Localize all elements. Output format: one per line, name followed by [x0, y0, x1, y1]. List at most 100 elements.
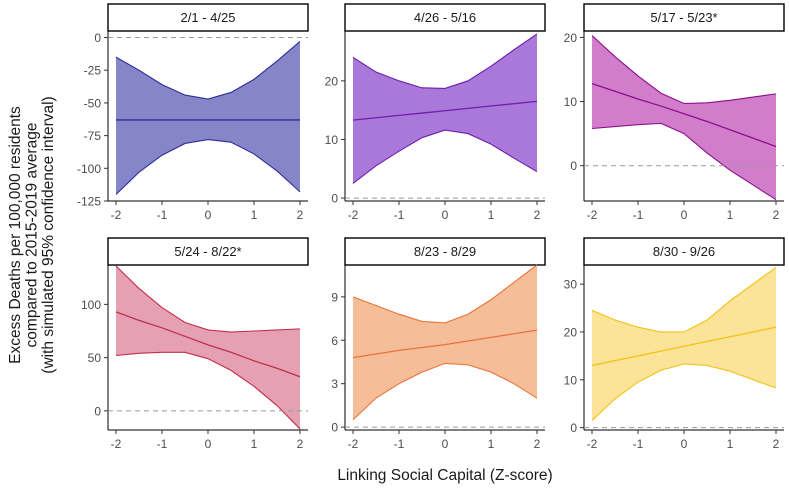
y-tick-label: -100 [77, 162, 101, 176]
estimate-line [591, 82, 777, 148]
y-tick-label: 10 [564, 95, 578, 109]
panel-5: 8/23 - 8/29 0 3 6 9 -2 -1 0 1 2 [331, 237, 546, 451]
x-tick-label: 1 [727, 208, 734, 222]
y-tick-label: 10 [564, 373, 578, 387]
x-tick-label: 2 [773, 437, 780, 451]
x-tick-label: -1 [157, 437, 168, 451]
panel-title: 5/24 - 8/22* [174, 244, 241, 259]
panels: 2/1 - 4/25-125-100-75-50-250-2 -1 0 1 24/26 … [77, 3, 785, 451]
x-tick-label: -2 [111, 208, 122, 222]
estimate-line [352, 100, 538, 121]
y-tick-label: -25 [84, 64, 102, 78]
upper-bound-line [115, 265, 301, 333]
panel-title: 4/26 - 5/16 [414, 10, 476, 25]
y-tick-label: -125 [77, 195, 101, 209]
confidence-band [353, 265, 537, 420]
upper-bound-line [352, 264, 538, 324]
lower-bound-line [591, 363, 777, 421]
y-axis-title-line-3: (with simulated 95% confidence interval) [40, 96, 57, 373]
confidence-band [592, 267, 776, 421]
x-tick-label: 2 [534, 208, 541, 222]
upper-bound-line [591, 35, 777, 105]
x-tick-label: 1 [251, 208, 258, 222]
x-tick-label: -2 [111, 437, 122, 451]
x-tick-label: -2 [587, 208, 598, 222]
x-tick-label: -2 [587, 437, 598, 451]
panel-title: 5/17 - 5/23* [650, 10, 717, 25]
lower-bound-line [115, 351, 301, 430]
lower-bound-line [352, 129, 538, 184]
y-tick-label: 50 [88, 351, 102, 365]
x-tick-label: 2 [297, 437, 304, 451]
x-tick-label: 1 [488, 437, 495, 451]
panel-3: 5/17 - 5/23* 0 10 20 -2 -1 0 1 2 [564, 3, 785, 222]
x-tick-label: 2 [773, 208, 780, 222]
upper-bound-line [352, 33, 538, 90]
panel-4: 5/24 - 8/22* 0 50 100 -2 -1 0 1 2 [81, 237, 309, 451]
panel-1: 2/1 - 4/25 -125 -100 -75 -50 -25 0 -2 -1 0 1 2 [77, 3, 309, 222]
panel-6: 8/30 - 9/26 0 10 20 30 -2 -1 0 1 2 [564, 237, 785, 451]
y-tick-label: 0 [94, 31, 101, 45]
x-tick-label: -1 [394, 437, 405, 451]
y-tick-label: 30 [564, 278, 578, 292]
x-tick-label: 2 [297, 208, 304, 222]
x-tick-label: -1 [633, 208, 644, 222]
x-axis-title: Linking Social Capital (Z-score) [337, 467, 552, 484]
x-tick-label: 0 [205, 437, 212, 451]
estimate-line [115, 311, 301, 378]
y-tick-label: 6 [331, 334, 338, 348]
x-tick-label: 1 [251, 437, 258, 451]
confidence-band [116, 266, 300, 429]
panel-strip [583, 3, 785, 32]
x-tick-label: -1 [633, 437, 644, 451]
confidence-band [353, 33, 537, 184]
x-tick-label: -2 [348, 437, 359, 451]
y-tick-label: 0 [570, 159, 577, 173]
y-axis-title-line-2: compared to 2015-2019 average [24, 123, 41, 348]
estimate-line [591, 326, 777, 367]
lower-bound-line [115, 138, 301, 195]
x-tick-label: -2 [348, 208, 359, 222]
y-tick-label: 0 [570, 421, 577, 435]
panel-strip [107, 237, 309, 266]
panel-strip [344, 237, 546, 266]
y-tick-label: 100 [81, 298, 101, 312]
x-tick-label: 0 [681, 208, 688, 222]
panel-title: 8/23 - 8/29 [414, 244, 476, 259]
panel-title: 2/1 - 4/25 [181, 10, 236, 25]
x-tick-label: 0 [681, 437, 688, 451]
lower-bound-line [591, 122, 777, 201]
y-tick-label: 0 [331, 192, 338, 206]
y-axis-title-line-1: Excess Deaths per 100,000 residents [7, 106, 24, 364]
panel-2: 4/26 - 5/16 0 10 20 -2 -1 0 1 2 [325, 3, 546, 222]
y-tick-label: 20 [564, 31, 578, 45]
x-tick-label: 1 [727, 437, 734, 451]
panel-strip [107, 3, 309, 32]
x-tick-label: 2 [534, 437, 541, 451]
x-tick-label: -1 [157, 208, 168, 222]
estimate-line [352, 329, 538, 359]
lower-bound-line [352, 362, 538, 421]
y-tick-label: 9 [331, 290, 338, 304]
y-tick-label: -75 [84, 129, 102, 143]
y-tick-label: 3 [331, 377, 338, 391]
x-tick-label: 0 [205, 208, 212, 222]
y-tick-label: 0 [94, 404, 101, 418]
y-tick-label: 10 [325, 133, 339, 147]
x-tick-label: 1 [488, 208, 495, 222]
panel-strip [583, 237, 785, 266]
y-tick-label: 20 [325, 74, 339, 88]
upper-bound-line [591, 266, 777, 333]
x-tick-label: 0 [442, 208, 449, 222]
upper-bound-line [115, 41, 301, 100]
y-tick-label: 20 [564, 325, 578, 339]
x-tick-label: -1 [394, 208, 405, 222]
panel-title: 8/30 - 9/26 [653, 244, 715, 259]
x-tick-label: 0 [442, 437, 449, 451]
y-tick-label: -50 [84, 96, 102, 110]
panel-strip [344, 3, 546, 32]
y-axis-title: Excess Deaths per 100,000 residents comp… [7, 96, 57, 373]
y-tick-label: 0 [331, 421, 338, 435]
